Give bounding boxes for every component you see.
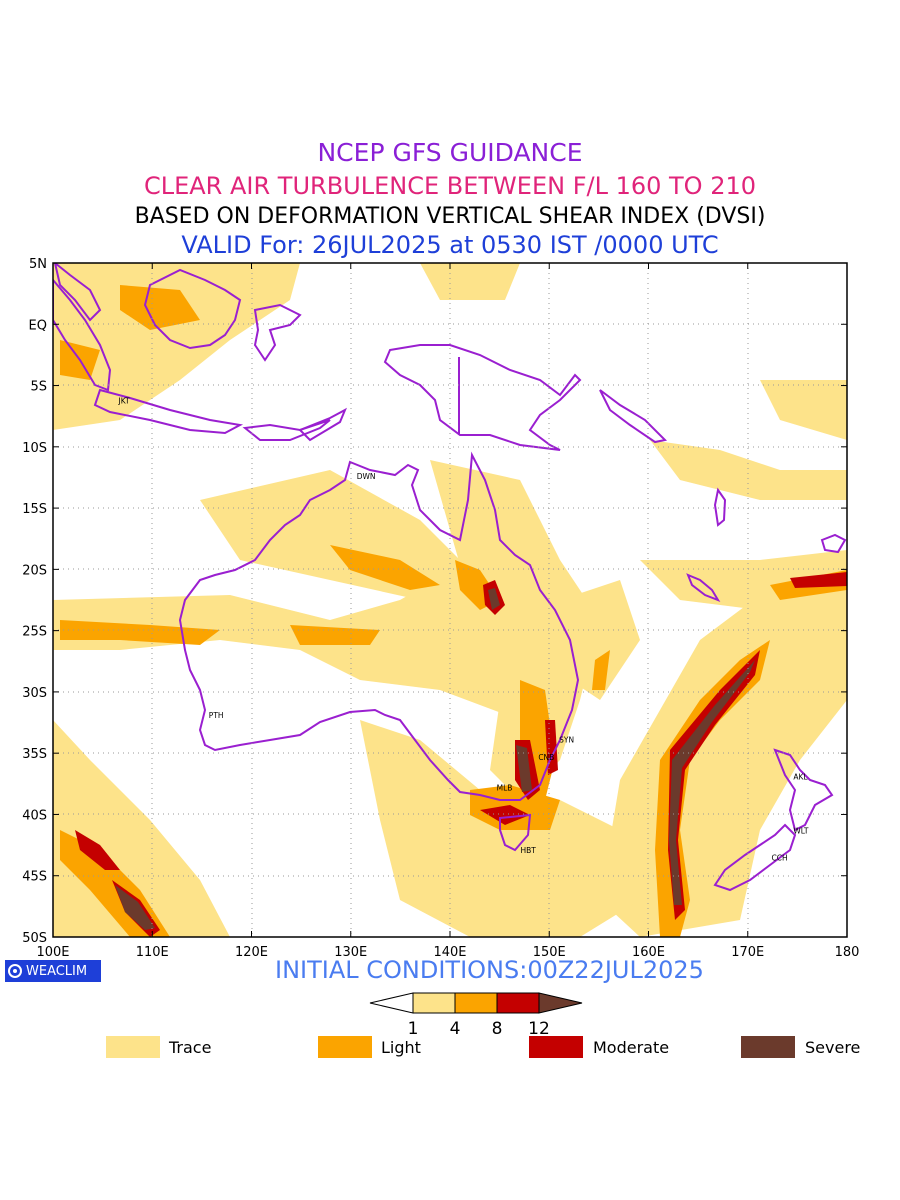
initial-conditions: INITIAL CONDITIONS:00Z22JUL2025 (275, 956, 704, 984)
city-label: WLT (793, 826, 809, 835)
latitude-label: EQ (29, 318, 47, 333)
legend-label-light: Light (381, 1038, 421, 1057)
weaclim-logo-icon (8, 964, 22, 978)
coastlines (53, 263, 847, 892)
colorbar-moderate (496, 992, 540, 1014)
australia-coast (178, 451, 580, 801)
vanuatu-coast (713, 487, 727, 527)
colorbar-below-min (369, 992, 414, 1014)
city-label: CNB (538, 753, 554, 762)
longitude-label: 100E (36, 945, 69, 960)
solomon-coast (599, 389, 668, 444)
city-label: JKT (117, 396, 130, 405)
lesser-sunda-coast (242, 419, 331, 441)
weaclim-logo-text: WEACLIM (26, 963, 88, 979)
longitude-label: 180 (835, 945, 860, 960)
legend-swatch-light (318, 1036, 372, 1058)
sumatra-coast (53, 278, 112, 392)
new-guinea-coast (383, 344, 582, 451)
latitude-label: 20S (22, 563, 47, 578)
latitude-label: 35S (22, 747, 47, 762)
city-label: AKL (793, 772, 808, 781)
title-line-1: NCEP GFS GUIDANCE (317, 138, 583, 167)
longitude-label: 170E (731, 945, 764, 960)
legend-label-severe: Severe (805, 1038, 861, 1057)
latitude-label: 25S (22, 625, 47, 640)
latitude-label: 30S (22, 686, 47, 701)
colorbar-severe (538, 992, 583, 1014)
legend-swatch-moderate (529, 1036, 583, 1058)
legend-swatch-trace (106, 1036, 160, 1058)
legend-label-moderate: Moderate (593, 1038, 670, 1057)
colorbar-tick: 1 (408, 1019, 419, 1038)
latitude-label: 5N (29, 257, 47, 272)
city-label: HBT (520, 846, 536, 855)
longitude-label: 120E (235, 945, 268, 960)
new-zealand-south-coast (713, 823, 797, 892)
sulawesi-coast (253, 303, 302, 362)
new-zealand-north-coast (773, 748, 834, 832)
java-coast (93, 388, 244, 435)
longitude-label: 160E (632, 945, 665, 960)
city-label: DWN (357, 472, 376, 481)
latitude-label: 15S (22, 502, 47, 517)
legend-swatch-severe (741, 1036, 795, 1058)
city-label: MLB (497, 783, 513, 792)
title-line-4: VALID For: 26JUL2025 at 0530 IST /0000 U… (181, 231, 719, 259)
title-line-2: CLEAR AIR TURBULENCE BETWEEN F/L 160 TO … (143, 172, 757, 200)
latitude-label: 40S (22, 808, 47, 823)
longitude-labels: 100E 110E 120E 130E 140E 150E 160E 170E 180 (36, 945, 859, 960)
axis-ticks (52, 262, 848, 938)
latitude-label: 50S (22, 931, 47, 946)
weaclim-logo: WEACLIM (5, 960, 101, 982)
malaysia-coast (53, 263, 102, 322)
longitude-label: 140E (433, 945, 466, 960)
latitude-labels: 5N EQ 5S 10S 15S 20S 25S 30S 35S 40S 45S 50S (22, 257, 47, 946)
longitude-label: 130E (334, 945, 367, 960)
longitude-label: 150E (533, 945, 566, 960)
longitude-label: 110E (136, 945, 169, 960)
colorbar-tick: 12 (528, 1019, 550, 1038)
city-label: SYN (559, 736, 574, 745)
title-line-3: BASED ON DEFORMATION VERTICAL SHEAR INDE… (134, 204, 766, 229)
legend-label-trace: Trace (169, 1038, 212, 1057)
colorbar-tick: 8 (492, 1019, 503, 1038)
new-caledonia-coast (686, 573, 721, 602)
colorbar-tick: 4 (450, 1019, 461, 1038)
city-label: CCH (772, 853, 788, 862)
latitude-label: 10S (22, 441, 47, 456)
city-label: PTH (209, 711, 224, 720)
borneo-coast (143, 268, 242, 350)
colorbar: 1 4 8 12 (369, 992, 583, 1038)
fiji-coast (820, 533, 847, 554)
timor-coast (298, 407, 347, 442)
colorbar-trace (412, 992, 456, 1014)
city-markers: JKT DWN PTH SYN CNB MLB HBT AKL WLT CCH (117, 396, 808, 862)
latitude-label: 5S (30, 380, 47, 395)
colorbar-light (454, 992, 498, 1014)
latitude-label: 45S (22, 870, 47, 885)
turbulence-map: 5N EQ 5S 10S 15S 20S 25S 30S 35S 40S 45S 50S 100E 11… (22, 257, 859, 960)
severe-areas (115, 588, 755, 930)
tasmania-coast (499, 813, 532, 852)
